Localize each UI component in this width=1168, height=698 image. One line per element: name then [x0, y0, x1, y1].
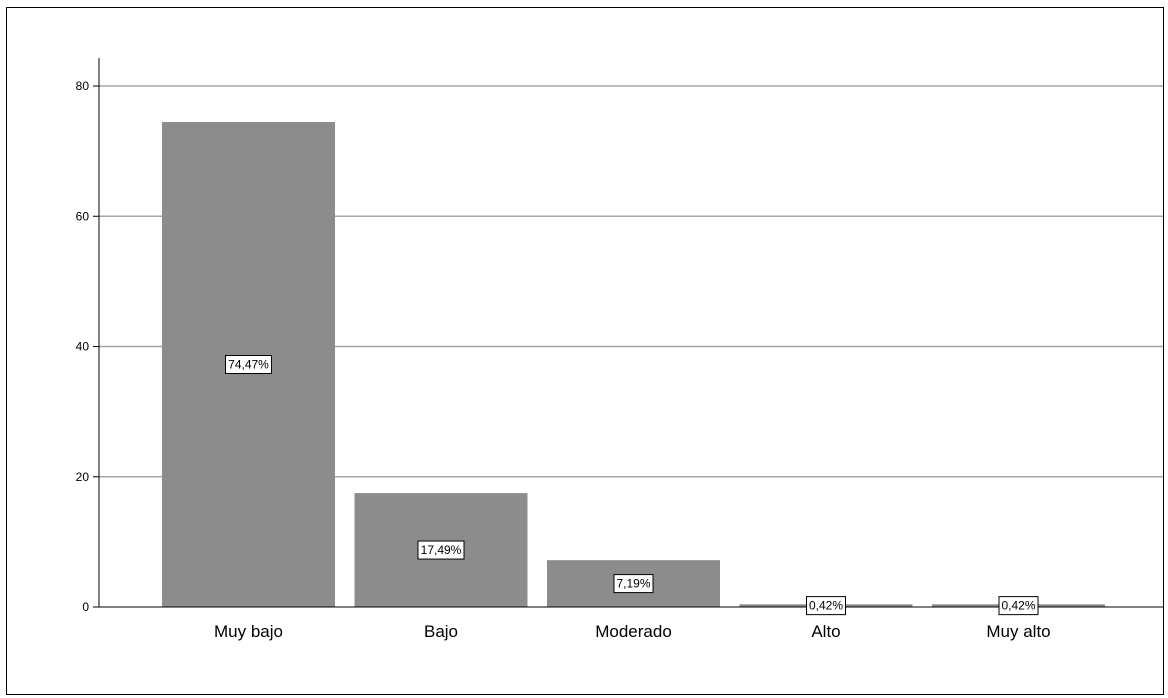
x-category-label: Moderado	[595, 622, 672, 641]
x-category-label: Alto	[811, 622, 840, 641]
data-label-box	[998, 596, 1039, 616]
axes: 0 20 40 60 80 Muy bajo Bajo Moderado Alto Muy alt…	[76, 58, 1163, 641]
bars	[162, 122, 1105, 607]
data-label: 17,49%	[421, 543, 462, 557]
data-labels: 74,47% 17,49% 7,19% 0,42% 0,42%	[225, 355, 1039, 616]
data-label: 7,19%	[616, 577, 650, 591]
data-label-box	[417, 540, 465, 560]
data-label-box	[806, 596, 846, 616]
y-tick-label: 80	[76, 79, 90, 93]
y-tick-label: 0	[82, 600, 89, 614]
data-label: 74,47%	[228, 358, 269, 372]
data-label-box	[613, 574, 654, 594]
y-tick-label: 40	[76, 340, 90, 354]
x-category-label: Muy alto	[986, 622, 1050, 641]
data-label: 0,42%	[809, 599, 843, 613]
bar-chart: 0 20 40 60 80 Muy bajo Bajo Moderado Alto Muy alt…	[76, 58, 1163, 641]
x-category-label: Muy bajo	[214, 622, 283, 641]
data-label: 0,42%	[1001, 599, 1035, 613]
y-tick-label: 20	[76, 470, 90, 484]
x-category-label: Bajo	[424, 622, 458, 641]
chart-frame: 0 20 40 60 80 Muy bajo Bajo Moderado Alto Muy alt…	[6, 7, 1164, 695]
data-label-box	[225, 355, 272, 375]
y-tick-label: 60	[76, 209, 90, 223]
